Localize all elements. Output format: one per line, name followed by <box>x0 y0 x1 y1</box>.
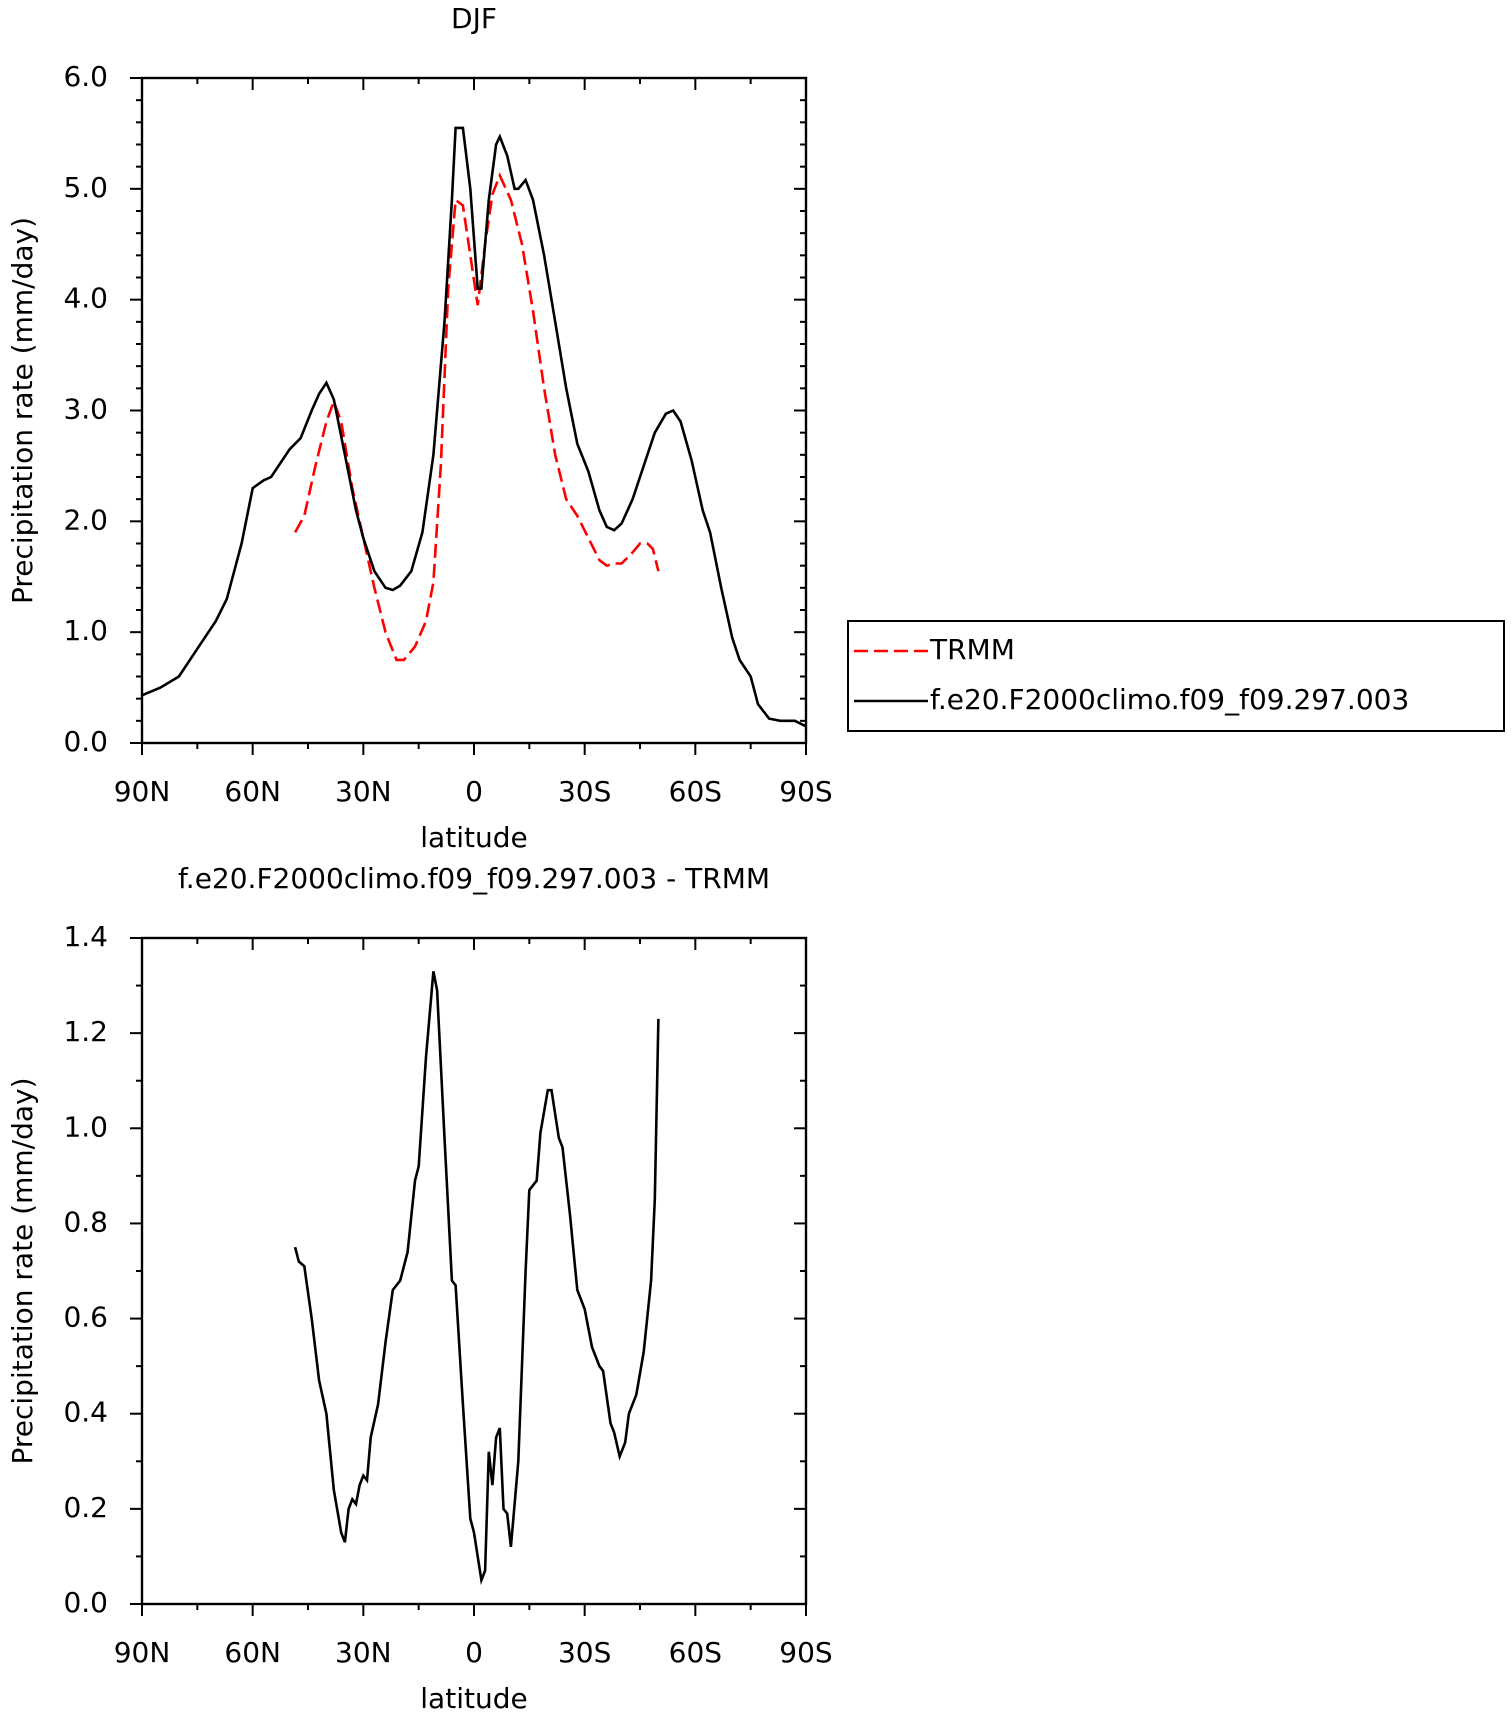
x-tick-label: 30S <box>558 775 611 808</box>
x-tick-label: 60N <box>224 1636 281 1669</box>
y-tick-label: 5.0 <box>63 171 108 204</box>
y-tick-label: 4.0 <box>63 282 108 315</box>
plot-frame <box>140 936 808 1606</box>
x-tick-label: 90N <box>114 1636 171 1669</box>
legend-box <box>847 620 1505 732</box>
legend-label: f.e20.F2000climo.f09_f09.297.003 <box>930 683 1409 716</box>
y-tick-label: 0.2 <box>63 1491 108 1524</box>
data-line <box>293 172 660 662</box>
y-tick-label: 1.4 <box>63 920 108 953</box>
y-tick-label: 0.4 <box>63 1396 108 1429</box>
y-axis-label: Precipitation rate (mm/day) <box>6 217 39 604</box>
x-tick-label: 90S <box>779 1636 832 1669</box>
x-tick-label: 60S <box>669 775 722 808</box>
y-axis-label: Precipitation rate (mm/day) <box>6 1077 39 1464</box>
x-axis-label: latitude <box>420 821 527 854</box>
y-tick-label: 2.0 <box>63 503 108 536</box>
x-tick-label: 0 <box>465 1636 483 1669</box>
x-tick-label: 90S <box>779 775 832 808</box>
chart-title: f.e20.F2000climo.f09_f09.297.003 - TRMM <box>178 862 770 895</box>
y-tick-label: 6.0 <box>63 60 108 93</box>
x-tick-label: 30S <box>558 1636 611 1669</box>
data-line <box>293 971 660 1586</box>
chart-title: DJF <box>451 2 497 35</box>
y-tick-label: 3.0 <box>63 393 108 426</box>
y-tick-label: 1.0 <box>63 614 108 647</box>
plot-frame <box>140 76 808 745</box>
y-tick-label: 0.8 <box>63 1205 108 1238</box>
y-tick-label: 0.0 <box>63 1586 108 1619</box>
y-tick-label: 1.0 <box>63 1110 108 1143</box>
x-tick-label: 90N <box>114 775 171 808</box>
x-tick-label: 0 <box>465 775 483 808</box>
x-tick-label: 30N <box>335 1636 392 1669</box>
x-axis-label: latitude <box>420 1682 527 1715</box>
data-line <box>141 126 807 728</box>
y-tick-label: 0.0 <box>63 725 108 758</box>
y-tick-label: 1.2 <box>63 1015 108 1048</box>
x-tick-label: 30N <box>335 775 392 808</box>
x-tick-label: 60S <box>669 1636 722 1669</box>
x-tick-label: 60N <box>224 775 281 808</box>
y-tick-label: 0.6 <box>63 1301 108 1334</box>
legend-label: TRMM <box>929 633 1015 666</box>
